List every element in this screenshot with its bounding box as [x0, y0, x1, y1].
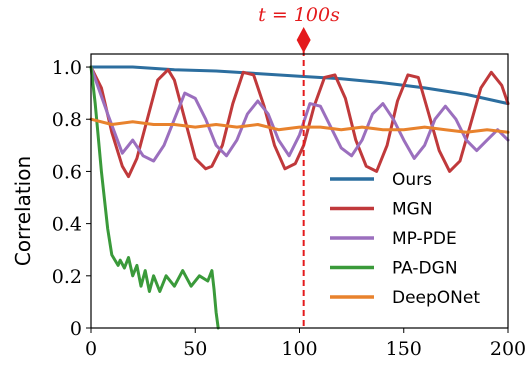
y-axis-ticks: 0 0.2 0.4 0.6 0.8 1.0	[52, 57, 91, 340]
legend-label-deeponet: DeepONet	[392, 288, 480, 308]
y-tick-label: 0	[70, 318, 82, 340]
x-tick-label: 0	[85, 338, 97, 360]
y-axis-label: Correlation	[11, 156, 35, 266]
y-tick-label: 0.2	[52, 266, 82, 288]
legend-label-mgn: MGN	[392, 200, 433, 220]
y-tick-label: 1.0	[52, 57, 82, 79]
y-tick-label: 0.6	[52, 161, 82, 183]
legend: Ours MGN MP-PDE PA-DGN DeepONet	[330, 170, 480, 308]
y-tick-label: 0.8	[52, 109, 82, 131]
x-axis-ticks: 0 50 100 150 200	[85, 328, 526, 360]
series-line-deeponet	[89, 117, 510, 134]
series-line-pa-dgn	[89, 65, 220, 330]
series-line-mp-pde	[89, 65, 510, 163]
annotation-label: t = 100s	[258, 4, 340, 26]
legend-label-ours: Ours	[392, 170, 432, 190]
y-tick-label: 0.4	[52, 214, 82, 236]
legend-label-mp-pde: MP-PDE	[392, 229, 457, 249]
series-line-ours	[89, 65, 510, 106]
x-tick-label: 150	[386, 338, 422, 360]
x-tick-label: 200	[490, 338, 526, 360]
legend-label-pa-dgn: PA-DGN	[392, 259, 458, 279]
series-line-mgn	[89, 65, 510, 179]
annotation-layer	[296, 27, 311, 328]
x-tick-label: 50	[183, 338, 207, 360]
x-tick-label: 100	[281, 338, 317, 360]
series-layer	[89, 65, 510, 330]
annotation-diamond-marker	[296, 27, 311, 53]
